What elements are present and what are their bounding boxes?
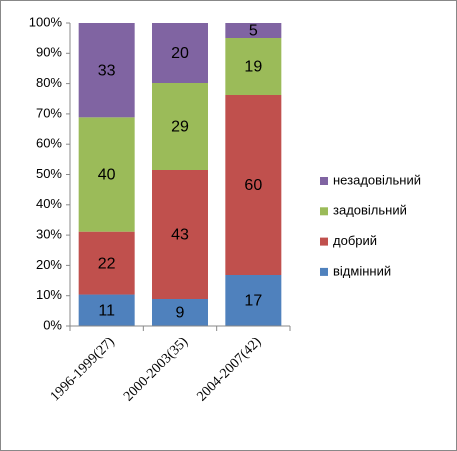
y-tick-label: 40% (36, 196, 62, 211)
y-tick-label: 90% (36, 45, 62, 60)
bar-segment (152, 170, 208, 299)
data-label: 5 (249, 23, 258, 40)
data-label: 29 (171, 119, 189, 136)
bar-segment (78, 294, 135, 326)
y-tick-label: 80% (36, 75, 62, 90)
legend-label: добрий (333, 233, 377, 248)
data-label: 20 (171, 45, 189, 62)
bar-segment (225, 38, 282, 95)
data-label: 17 (244, 293, 262, 310)
bar-segment (78, 23, 135, 118)
y-tick-label: 20% (36, 257, 62, 272)
bar-segment (225, 275, 282, 326)
y-tick-label: 30% (36, 227, 62, 242)
data-label: 60 (244, 177, 262, 194)
data-label: 11 (98, 302, 115, 319)
data-label: 40 (98, 167, 116, 184)
data-label: 22 (98, 255, 116, 272)
y-tick-label: 50% (36, 166, 62, 181)
legend-label: відмінний (333, 263, 391, 278)
data-label: 19 (244, 59, 262, 76)
y-tick-label: 70% (36, 105, 62, 120)
bar-segment (78, 117, 135, 232)
y-tick-label: 10% (36, 287, 62, 302)
bar-segment (152, 83, 208, 170)
legend-label: незадовільний (333, 172, 421, 187)
bar-segment (78, 231, 135, 295)
y-tick-label: 60% (36, 136, 62, 151)
bar-segment (152, 299, 208, 326)
y-tick-label: 100% (29, 14, 63, 29)
legend-swatch (320, 177, 328, 185)
data-label: 43 (171, 227, 189, 244)
bar-segment (152, 23, 208, 83)
bar-segment (225, 23, 282, 38)
y-tick-label: 0% (43, 317, 62, 332)
data-label: 33 (98, 62, 116, 79)
legend-swatch (320, 207, 328, 216)
bar-segment (225, 95, 282, 275)
legend-swatch (320, 237, 328, 246)
legend-label: задовільний (333, 203, 407, 218)
legend-swatch (320, 267, 328, 276)
data-label: 9 (176, 305, 185, 322)
